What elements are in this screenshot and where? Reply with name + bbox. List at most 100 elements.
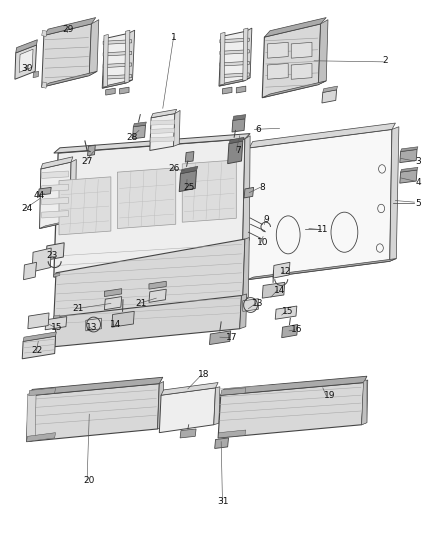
Polygon shape	[220, 50, 249, 54]
Polygon shape	[400, 149, 417, 163]
Polygon shape	[104, 296, 122, 310]
Polygon shape	[220, 61, 249, 66]
Polygon shape	[103, 51, 132, 56]
Polygon shape	[16, 39, 37, 53]
Polygon shape	[126, 30, 134, 83]
Circle shape	[376, 244, 383, 252]
Text: 11: 11	[317, 225, 328, 234]
Polygon shape	[247, 130, 392, 280]
Polygon shape	[185, 151, 194, 162]
Polygon shape	[362, 380, 367, 425]
Polygon shape	[55, 295, 241, 346]
Polygon shape	[291, 42, 312, 58]
Polygon shape	[209, 331, 231, 344]
Polygon shape	[149, 281, 166, 289]
Text: 5: 5	[415, 199, 421, 208]
Polygon shape	[42, 82, 47, 88]
Polygon shape	[42, 171, 68, 179]
Polygon shape	[117, 168, 176, 229]
Polygon shape	[151, 128, 174, 134]
Polygon shape	[180, 166, 198, 174]
Polygon shape	[22, 336, 56, 359]
Polygon shape	[218, 430, 246, 438]
Polygon shape	[112, 311, 134, 327]
Polygon shape	[220, 33, 225, 85]
Polygon shape	[86, 318, 101, 331]
Polygon shape	[89, 20, 99, 76]
Polygon shape	[32, 248, 51, 272]
Text: 2: 2	[383, 56, 389, 66]
Polygon shape	[228, 141, 243, 164]
Polygon shape	[102, 34, 128, 88]
Polygon shape	[149, 289, 166, 302]
Polygon shape	[159, 388, 215, 433]
Polygon shape	[39, 219, 75, 229]
Polygon shape	[268, 42, 288, 58]
Polygon shape	[401, 147, 418, 151]
Polygon shape	[27, 433, 56, 442]
Text: 3: 3	[415, 157, 421, 166]
Polygon shape	[268, 63, 288, 79]
Polygon shape	[42, 30, 47, 37]
Text: 9: 9	[264, 214, 269, 223]
Polygon shape	[243, 28, 248, 81]
Polygon shape	[125, 30, 130, 83]
Polygon shape	[220, 38, 249, 43]
Polygon shape	[244, 188, 254, 198]
Polygon shape	[400, 170, 417, 183]
Text: 14: 14	[274, 286, 285, 295]
Polygon shape	[401, 167, 418, 172]
Polygon shape	[133, 125, 145, 139]
Polygon shape	[151, 120, 174, 125]
Polygon shape	[28, 313, 49, 329]
Polygon shape	[282, 325, 298, 338]
Text: 30: 30	[21, 64, 32, 73]
Polygon shape	[104, 289, 122, 296]
Text: 15: 15	[283, 307, 294, 316]
Polygon shape	[29, 388, 56, 395]
Polygon shape	[151, 109, 177, 118]
Polygon shape	[42, 184, 68, 191]
Text: 26: 26	[168, 164, 179, 173]
Text: 22: 22	[32, 346, 43, 356]
Polygon shape	[219, 78, 250, 86]
Text: 21: 21	[73, 304, 84, 313]
Polygon shape	[218, 383, 364, 438]
Text: 8: 8	[259, 183, 265, 192]
Circle shape	[378, 165, 385, 173]
Polygon shape	[24, 262, 36, 280]
Text: 12: 12	[280, 267, 292, 276]
Polygon shape	[243, 298, 258, 311]
Text: 19: 19	[324, 391, 335, 400]
Polygon shape	[120, 87, 129, 94]
Polygon shape	[158, 382, 164, 429]
Polygon shape	[44, 18, 96, 36]
Polygon shape	[262, 282, 285, 298]
Polygon shape	[291, 63, 312, 79]
Text: 27: 27	[81, 157, 93, 166]
Polygon shape	[103, 35, 108, 87]
Text: 23: 23	[47, 252, 58, 261]
Polygon shape	[39, 162, 71, 229]
Polygon shape	[54, 134, 250, 153]
Polygon shape	[182, 160, 236, 222]
Polygon shape	[215, 438, 229, 448]
Polygon shape	[103, 63, 132, 68]
Polygon shape	[38, 188, 51, 195]
Polygon shape	[323, 86, 338, 92]
Text: 4: 4	[415, 177, 421, 187]
Text: 21: 21	[135, 299, 147, 308]
Polygon shape	[42, 197, 68, 205]
Polygon shape	[151, 137, 174, 142]
Polygon shape	[54, 239, 245, 319]
Text: 7: 7	[236, 146, 241, 155]
Polygon shape	[42, 71, 97, 87]
Polygon shape	[236, 86, 246, 93]
Polygon shape	[179, 171, 197, 191]
Polygon shape	[322, 90, 337, 103]
Polygon shape	[220, 73, 249, 78]
Polygon shape	[134, 122, 146, 127]
Polygon shape	[243, 238, 249, 299]
Text: 20: 20	[84, 475, 95, 484]
Text: 31: 31	[218, 497, 229, 506]
